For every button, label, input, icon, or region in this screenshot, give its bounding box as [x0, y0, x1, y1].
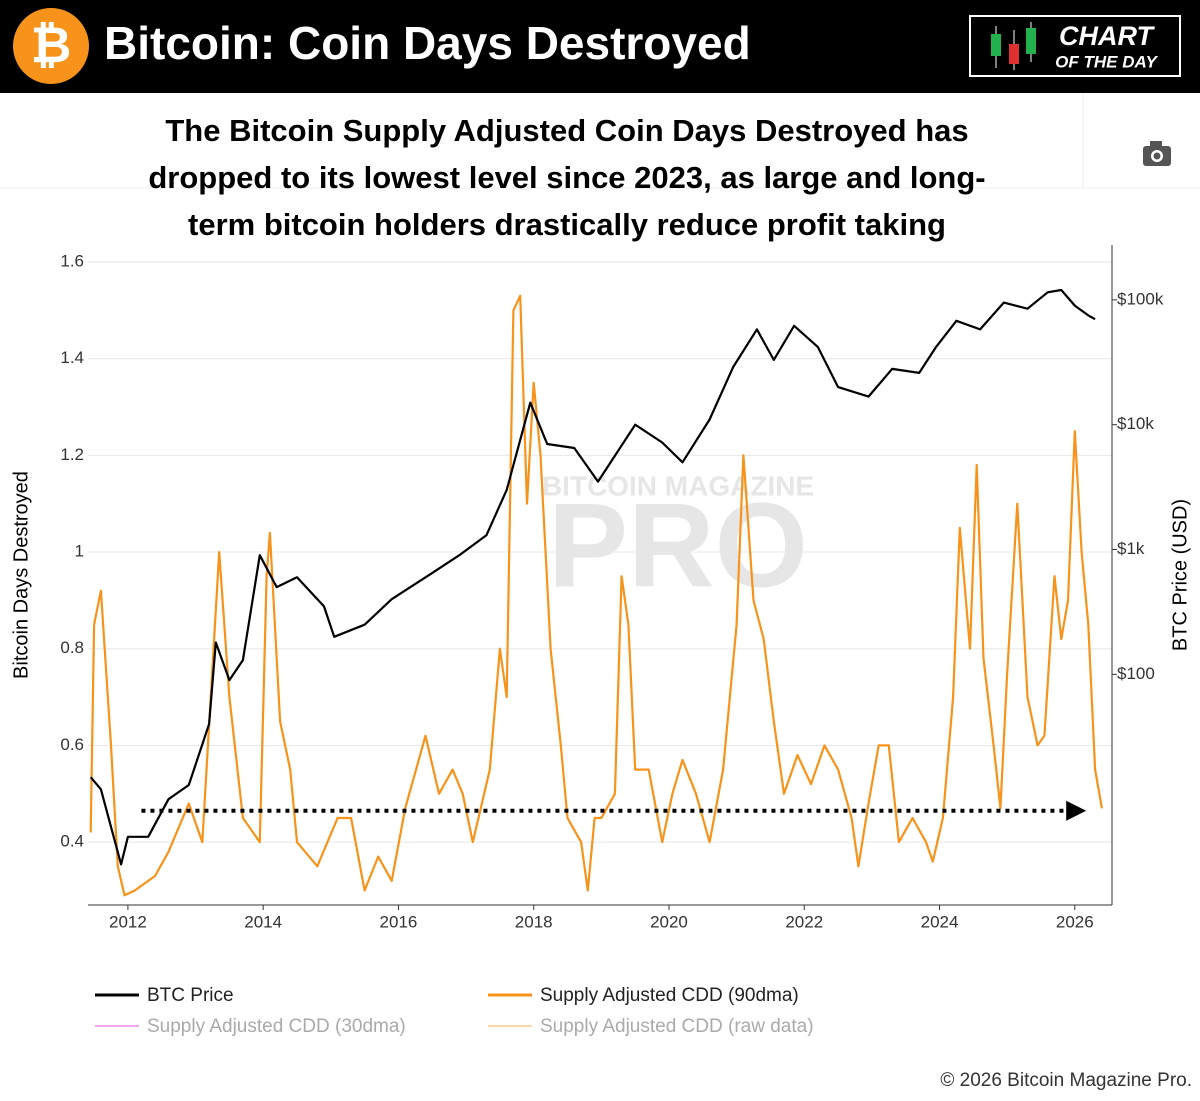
y2-tick-label: $10k [1117, 414, 1154, 433]
x-tick-label: 2020 [650, 912, 688, 931]
legend-label: Supply Adjusted CDD (90dma) [540, 985, 799, 1006]
badge-frame [969, 15, 1181, 77]
series-line [89, 288, 1096, 866]
y2-tick-label: $100k [1117, 289, 1164, 308]
y2-axis-title: BTC Price (USD) [1169, 499, 1191, 651]
badge-candles [991, 22, 1036, 70]
y-tick-label: 1.2 [60, 445, 84, 464]
copyright: © 2026 Bitcoin Magazine Pro. [940, 1070, 1192, 1091]
logo [13, 8, 89, 84]
y-tick-label: 0.8 [60, 638, 84, 657]
y-tick-label: 0.4 [60, 832, 84, 851]
badge-text: CHART [1059, 21, 1156, 51]
subtitle: term bitcoin holders drastically reduce … [188, 207, 946, 242]
subtitle: dropped to its lowest level since 2023, … [148, 160, 985, 195]
y2-tick-label: $100 [1117, 664, 1155, 683]
header-title: Bitcoin: Coin Days Destroyed [104, 17, 751, 69]
x-tick-label: 2026 [1056, 912, 1094, 931]
watermark: BITCOIN MAGAZINE [542, 470, 814, 501]
camera-icon[interactable] [1143, 141, 1171, 166]
x-tick-label: 2024 [921, 912, 959, 931]
legend-label: Supply Adjusted CDD (30dma) [147, 1016, 406, 1037]
x-tick-label: 2018 [515, 912, 553, 931]
watermark: PRO [548, 479, 808, 613]
arrow-head [1066, 800, 1087, 821]
y-tick-label: 1.4 [60, 348, 84, 367]
subtitle: The Bitcoin Supply Adjusted Coin Days De… [165, 113, 968, 148]
badge-text: OF THE DAY [1055, 52, 1158, 71]
y-tick-label: 0.6 [60, 735, 84, 754]
logo-symbol: ₿ [31, 17, 72, 73]
x-tick-label: 2014 [244, 912, 282, 931]
y-tick-label: 1 [75, 542, 84, 561]
legend-label: Supply Adjusted CDD (raw data) [540, 1016, 814, 1037]
x-tick-label: 2022 [785, 912, 823, 931]
y-tick-label: 1.6 [60, 251, 84, 270]
x-tick-label: 2012 [109, 912, 147, 931]
legend-label: BTC Price [147, 985, 234, 1006]
x-tick-label: 2016 [380, 912, 418, 931]
y-axis-title: Bitcoin Days Destroyed [10, 471, 32, 679]
y2-tick-label: $1k [1117, 539, 1145, 558]
series-line [89, 294, 1103, 897]
